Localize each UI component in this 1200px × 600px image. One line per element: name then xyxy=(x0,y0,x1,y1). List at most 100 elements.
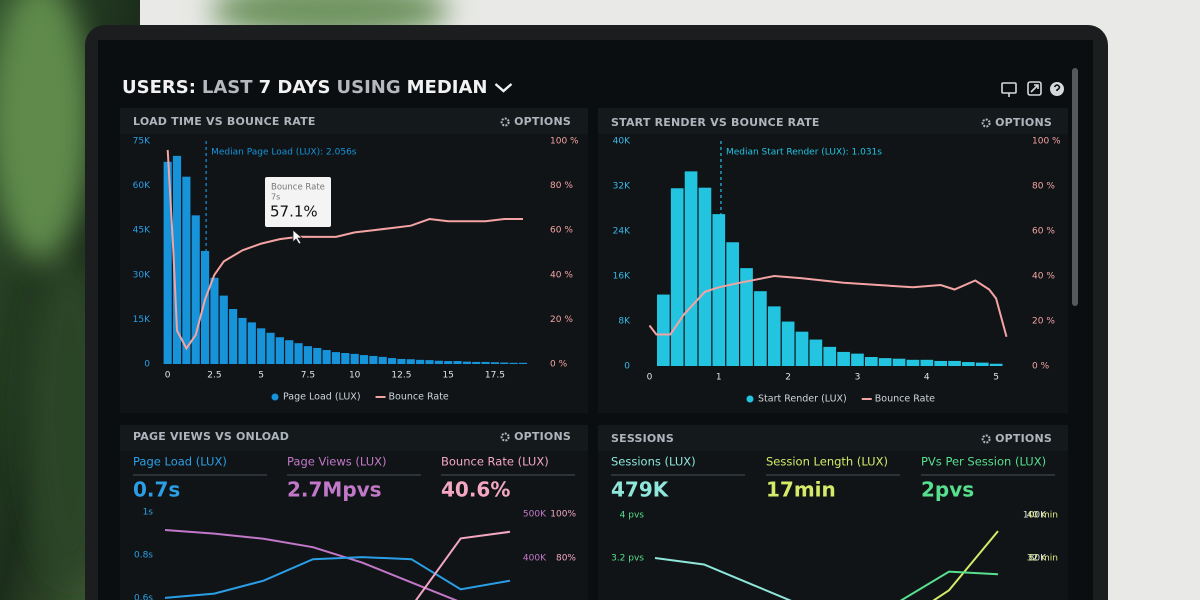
histogram-bar xyxy=(823,346,837,366)
help-icon[interactable] xyxy=(1050,82,1064,96)
y-tick-label: 3.2 pvs xyxy=(611,554,644,564)
expand-icon[interactable] xyxy=(1027,81,1042,96)
options-button[interactable]: OPTIONS xyxy=(995,432,1052,445)
y-tick-label: 400K xyxy=(523,554,547,564)
histogram-bar xyxy=(238,317,247,364)
y-tick-label: 1s xyxy=(143,508,154,518)
metric-value: 40.6% xyxy=(441,478,510,502)
x-tick-label: 7.5 xyxy=(301,371,315,381)
histogram-bar xyxy=(962,362,975,366)
histogram-bar xyxy=(934,360,947,366)
histogram-bar xyxy=(809,339,823,366)
line-series xyxy=(648,274,1008,338)
x-tick-label: 2 xyxy=(785,373,791,383)
histogram-bar xyxy=(712,214,726,366)
y-tick-label: 30K xyxy=(133,270,151,280)
line-series xyxy=(932,530,999,600)
metric-label: PVs Per Session (LUX) xyxy=(921,455,1046,469)
histogram-bar xyxy=(322,350,331,364)
histogram-bar xyxy=(219,295,228,364)
dropdown-chevron[interactable] xyxy=(494,83,513,93)
y2-tick-label: 40 % xyxy=(550,270,573,280)
panel-header xyxy=(120,425,588,451)
histogram-bar xyxy=(472,361,481,364)
y-tick-label: 8K xyxy=(618,317,631,327)
metric-value: 479K xyxy=(611,478,670,502)
panel-title: PAGE VIEWS VS ONLOAD xyxy=(133,430,289,443)
histogram-bar xyxy=(434,360,443,364)
histogram-bar xyxy=(767,306,781,366)
title-part: LAST xyxy=(202,77,253,98)
median-label: Median Start Render (LUX): 1.031s xyxy=(726,148,882,158)
histogram-bar xyxy=(172,155,182,364)
y-tick-label: 0 xyxy=(144,360,150,370)
toolbar-icons xyxy=(1001,81,1064,97)
scrollbar[interactable] xyxy=(1072,68,1078,306)
legend-label: Bounce Rate xyxy=(875,394,935,405)
panel-title: START RENDER VS BOUNCE RATE xyxy=(611,116,820,129)
y-tick-label: 32K xyxy=(613,182,631,192)
y-tick-label: 40K xyxy=(613,137,631,147)
panel-header xyxy=(120,108,588,134)
metric-value: 0.7s xyxy=(133,478,180,502)
metric-value: 2.7Mpvs xyxy=(287,478,382,502)
histogram-bar xyxy=(247,322,256,364)
y-tick-label: 0 xyxy=(624,362,630,372)
histogram-bar xyxy=(397,358,406,364)
histogram-bar xyxy=(851,353,864,366)
x-tick-label: 5 xyxy=(258,371,264,381)
title-part: 7 DAYS xyxy=(259,77,331,98)
panel xyxy=(598,425,1068,600)
histogram-bar xyxy=(865,357,878,366)
histogram-bar xyxy=(201,251,210,364)
histogram-bar xyxy=(684,171,698,366)
options-button[interactable]: OPTIONS xyxy=(995,116,1052,129)
histogram-bar xyxy=(837,351,850,366)
histogram-bar xyxy=(698,187,712,366)
legend-marker xyxy=(271,393,279,401)
histogram-bar xyxy=(500,362,509,364)
histogram-bar xyxy=(948,360,961,366)
y-tick-label: 80K xyxy=(1029,554,1047,564)
options-button[interactable]: OPTIONS xyxy=(514,115,571,128)
y2-tick-label: 40 % xyxy=(1032,272,1055,282)
histogram-bar xyxy=(359,355,369,364)
metric-label: Session Length (LUX) xyxy=(766,455,888,469)
x-tick-label: 5 xyxy=(993,373,999,383)
y2-tick-label: 0 % xyxy=(1032,362,1050,372)
histogram-bar xyxy=(369,355,378,364)
histogram-bar xyxy=(266,332,275,364)
histogram-bar xyxy=(341,352,350,364)
x-tick-label: 17.5 xyxy=(485,371,505,381)
options-button[interactable]: OPTIONS xyxy=(514,430,571,443)
tooltip-value: 57.1% xyxy=(270,203,318,221)
histogram-bar xyxy=(892,358,906,366)
x-tick-label: 0 xyxy=(647,373,653,383)
y-tick-label: 80% xyxy=(556,554,576,564)
dashboard-title: USERS: LAST 7 DAYS USING MEDIAN xyxy=(122,77,487,98)
gear-icon xyxy=(981,434,991,444)
histogram-bar xyxy=(878,358,892,366)
y-tick-label: 4 pvs xyxy=(620,511,645,521)
histogram-bar xyxy=(229,308,238,364)
y-tick-label: 0.6s xyxy=(134,593,153,600)
y-tick-label: 32 min xyxy=(1027,554,1058,564)
metric-label: Page Load (LUX) xyxy=(133,455,227,469)
y-tick-label: 500K xyxy=(523,510,547,520)
y-tick-label: 0.8s xyxy=(134,550,153,560)
panel-title: SESSIONS xyxy=(611,432,674,445)
histogram-bar xyxy=(163,161,172,364)
metric-value: 17min xyxy=(766,478,836,502)
y2-tick-label: 60 % xyxy=(550,226,573,236)
histogram-bar xyxy=(920,359,934,366)
histogram-bar xyxy=(975,362,989,366)
help-icon xyxy=(1053,84,1061,91)
x-tick-label: 2.5 xyxy=(207,371,221,381)
y-tick-label: 16K xyxy=(613,272,631,282)
histogram-bar xyxy=(378,356,387,364)
histogram-bar xyxy=(313,347,322,364)
title-part: USING xyxy=(337,77,401,98)
histogram-bar xyxy=(285,340,294,364)
